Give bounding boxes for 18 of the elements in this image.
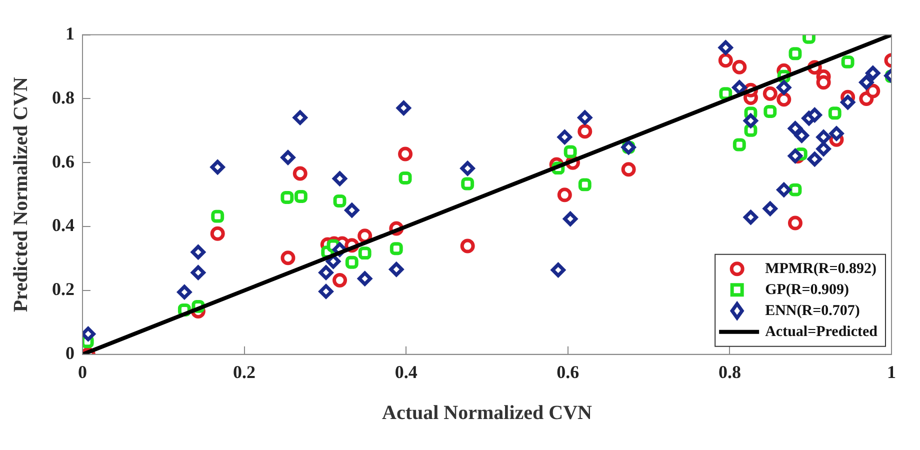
x-tick-label: 0.6	[556, 362, 580, 382]
x-tick-label: 1	[887, 362, 896, 382]
y-tick-label: 0.8	[52, 87, 74, 108]
legend-label: MPMR(R=0.892)	[765, 260, 877, 277]
legend-label: GP(R=0.909)	[765, 282, 850, 298]
y-tick-label: 0.4	[52, 215, 74, 236]
x-tick-label: 0.2	[233, 362, 256, 382]
legend-label: ENN(R=0.707)	[765, 302, 860, 319]
y-tick-label: 0.2	[52, 279, 74, 300]
y-tick-label: 0	[66, 343, 74, 364]
legend-label: Actual=Predicted	[765, 324, 878, 340]
y-tick-label: 0.6	[52, 151, 74, 172]
x-tick-label: 0	[78, 362, 87, 382]
x-tick-label: 0.8	[718, 362, 741, 382]
y-axis-title: Predicted Normalized CVN	[10, 76, 32, 312]
y-tick-label: 1	[66, 23, 74, 44]
x-axis-title: Actual Normalized CVN	[382, 402, 593, 424]
x-tick-label: 0.4	[394, 362, 418, 382]
